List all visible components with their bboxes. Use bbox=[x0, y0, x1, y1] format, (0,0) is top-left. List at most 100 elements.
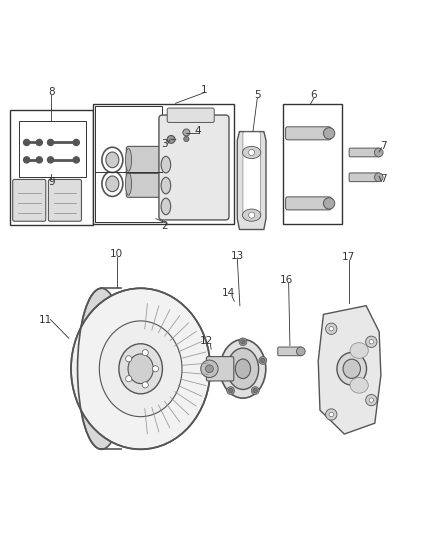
Ellipse shape bbox=[161, 177, 171, 194]
FancyBboxPatch shape bbox=[349, 148, 380, 157]
Text: 13: 13 bbox=[231, 251, 244, 261]
Ellipse shape bbox=[235, 359, 251, 378]
FancyBboxPatch shape bbox=[167, 108, 214, 123]
Circle shape bbox=[253, 389, 258, 393]
Circle shape bbox=[325, 409, 337, 420]
Text: 7: 7 bbox=[380, 141, 387, 150]
Circle shape bbox=[73, 157, 79, 163]
Circle shape bbox=[366, 336, 377, 348]
FancyBboxPatch shape bbox=[286, 127, 331, 140]
Ellipse shape bbox=[78, 288, 125, 449]
Ellipse shape bbox=[350, 343, 368, 358]
FancyBboxPatch shape bbox=[126, 171, 160, 197]
Ellipse shape bbox=[227, 348, 258, 390]
Circle shape bbox=[229, 389, 233, 393]
Circle shape bbox=[249, 149, 254, 156]
Ellipse shape bbox=[119, 344, 162, 394]
Circle shape bbox=[36, 140, 42, 146]
Text: 1: 1 bbox=[201, 85, 207, 95]
Text: 11: 11 bbox=[39, 314, 53, 325]
Circle shape bbox=[251, 386, 259, 394]
Ellipse shape bbox=[71, 288, 210, 449]
Ellipse shape bbox=[161, 156, 171, 173]
FancyBboxPatch shape bbox=[243, 132, 260, 218]
Circle shape bbox=[325, 323, 337, 334]
Ellipse shape bbox=[106, 152, 119, 168]
Ellipse shape bbox=[125, 173, 131, 195]
Circle shape bbox=[329, 413, 333, 417]
Ellipse shape bbox=[337, 352, 367, 385]
Circle shape bbox=[126, 356, 132, 362]
Circle shape bbox=[201, 360, 218, 377]
Circle shape bbox=[323, 128, 335, 139]
Circle shape bbox=[366, 394, 377, 406]
Circle shape bbox=[152, 366, 159, 372]
FancyBboxPatch shape bbox=[159, 115, 229, 220]
Circle shape bbox=[142, 350, 148, 356]
Circle shape bbox=[221, 358, 225, 362]
Text: 5: 5 bbox=[254, 91, 261, 100]
FancyBboxPatch shape bbox=[126, 147, 160, 173]
Circle shape bbox=[374, 148, 383, 157]
Ellipse shape bbox=[125, 149, 131, 171]
Ellipse shape bbox=[99, 321, 182, 417]
Text: 12: 12 bbox=[200, 336, 213, 346]
Circle shape bbox=[239, 338, 247, 346]
Text: 2: 2 bbox=[161, 221, 168, 231]
Text: 3: 3 bbox=[161, 139, 167, 149]
Bar bbox=[19, 120, 86, 177]
Bar bbox=[95, 107, 162, 222]
Ellipse shape bbox=[343, 359, 360, 378]
Circle shape bbox=[167, 135, 175, 143]
Text: 10: 10 bbox=[110, 249, 123, 260]
Circle shape bbox=[183, 129, 190, 136]
FancyBboxPatch shape bbox=[13, 180, 46, 221]
Circle shape bbox=[219, 357, 227, 365]
FancyBboxPatch shape bbox=[48, 180, 81, 221]
Ellipse shape bbox=[102, 147, 123, 173]
Ellipse shape bbox=[128, 354, 153, 384]
FancyBboxPatch shape bbox=[286, 197, 331, 210]
Text: 16: 16 bbox=[280, 276, 293, 286]
Polygon shape bbox=[237, 132, 266, 230]
Text: 4: 4 bbox=[195, 126, 201, 136]
Circle shape bbox=[369, 398, 374, 402]
Circle shape bbox=[369, 340, 374, 344]
Text: 14: 14 bbox=[222, 288, 235, 298]
Circle shape bbox=[184, 136, 189, 142]
Circle shape bbox=[249, 212, 254, 218]
Ellipse shape bbox=[102, 171, 123, 197]
Circle shape bbox=[47, 140, 53, 146]
Circle shape bbox=[36, 157, 42, 163]
Circle shape bbox=[297, 347, 305, 356]
Circle shape bbox=[329, 327, 333, 331]
FancyBboxPatch shape bbox=[278, 347, 302, 356]
Text: 8: 8 bbox=[48, 87, 55, 98]
FancyBboxPatch shape bbox=[206, 357, 234, 381]
Circle shape bbox=[259, 357, 267, 365]
Text: 6: 6 bbox=[311, 91, 317, 100]
Circle shape bbox=[73, 140, 79, 146]
Circle shape bbox=[126, 376, 132, 382]
Ellipse shape bbox=[243, 147, 261, 158]
Text: 9: 9 bbox=[48, 176, 55, 187]
Text: 17: 17 bbox=[342, 252, 355, 262]
Circle shape bbox=[24, 140, 30, 146]
FancyBboxPatch shape bbox=[349, 173, 380, 182]
Circle shape bbox=[323, 198, 335, 209]
Bar bbox=[283, 104, 342, 224]
Circle shape bbox=[142, 382, 148, 388]
Text: 7: 7 bbox=[380, 174, 387, 184]
Bar bbox=[93, 104, 234, 224]
Bar bbox=[10, 110, 93, 225]
Circle shape bbox=[47, 157, 53, 163]
Ellipse shape bbox=[106, 176, 119, 192]
Circle shape bbox=[24, 157, 30, 163]
Circle shape bbox=[261, 358, 265, 362]
Circle shape bbox=[241, 340, 245, 344]
Ellipse shape bbox=[161, 198, 171, 215]
Ellipse shape bbox=[350, 377, 368, 393]
Circle shape bbox=[205, 365, 213, 373]
Circle shape bbox=[227, 386, 235, 394]
Polygon shape bbox=[318, 305, 381, 434]
